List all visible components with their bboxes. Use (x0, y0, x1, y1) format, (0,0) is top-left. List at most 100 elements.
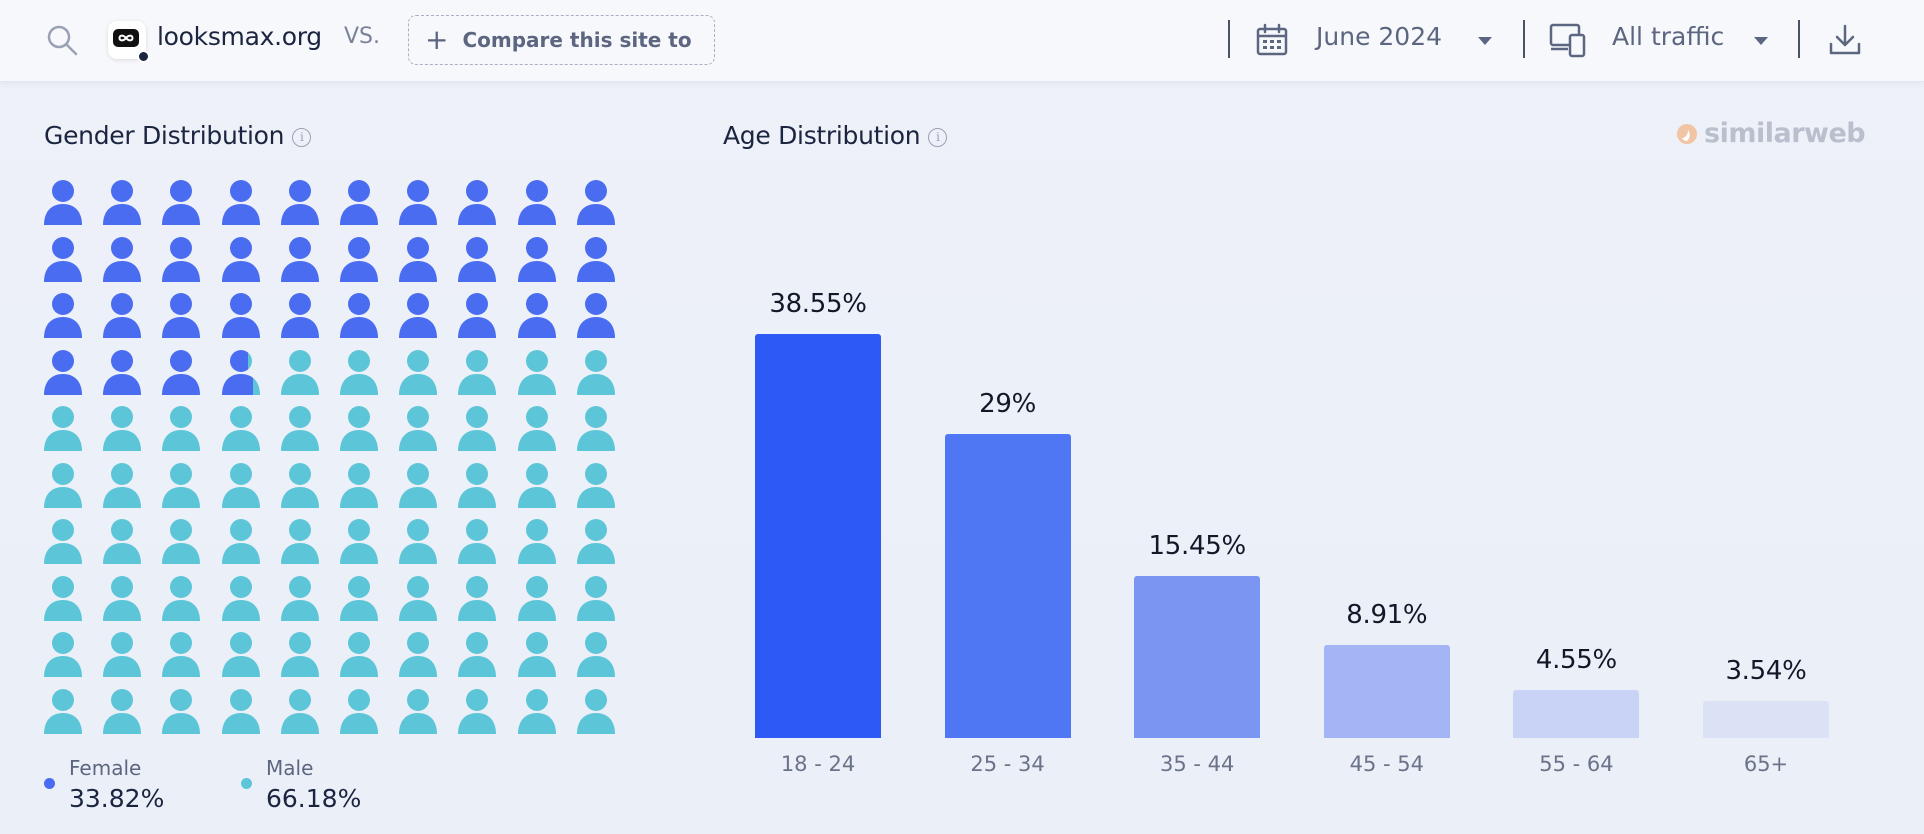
device-icon[interactable] (1548, 21, 1588, 59)
person-icon-female (576, 236, 615, 282)
person-icon-male (399, 632, 438, 677)
person-icon-female (340, 293, 378, 338)
person-icon-female (221, 236, 260, 282)
bar-45-54[interactable] (1323, 644, 1450, 738)
person-icon-female (221, 180, 260, 225)
person-icon-male (576, 632, 615, 677)
person-icon-female (221, 293, 260, 338)
person-icon-female (44, 180, 82, 225)
female-label: Female (69, 756, 142, 780)
person-icon-male (399, 406, 438, 451)
person-icon-male (44, 519, 82, 564)
date-range-select[interactable]: June 2024 (1316, 22, 1443, 51)
gender-distribution-title: Gender Distribution i (44, 121, 312, 150)
person-icon-female (517, 236, 556, 282)
chevron-down-icon[interactable] (1476, 35, 1494, 47)
bar-25-34[interactable] (944, 434, 1071, 738)
divider (1523, 20, 1525, 58)
age-distribution-chart: 38.55% 18 - 24 29% 25 - 34 15.45% 35 - 44 8.91… (700, 270, 1900, 790)
person-icon-male (340, 349, 378, 395)
person-icon-male (103, 406, 142, 451)
person-icon-male (458, 632, 497, 677)
person-icon-male (162, 575, 201, 621)
gender-title-text: Gender Distribution (44, 121, 285, 150)
bar-35-44[interactable] (1134, 576, 1261, 738)
bar-value-label: 8.91% (1346, 599, 1428, 630)
person-icon-male (280, 688, 319, 734)
person-icon-male (458, 688, 497, 734)
person-icon-female (576, 180, 615, 225)
search-icon[interactable] (44, 22, 80, 58)
person-icon-male (221, 519, 260, 564)
male-label: Male (266, 756, 314, 780)
bar-65+[interactable] (1703, 700, 1829, 738)
calendar-icon[interactable] (1254, 22, 1290, 58)
info-icon[interactable]: i (292, 127, 312, 147)
person-icon-male (162, 688, 201, 734)
person-icon-female (458, 293, 497, 338)
person-icon-male (103, 632, 142, 677)
person-icon-male (221, 575, 260, 621)
person-icon-male (576, 519, 615, 564)
age-distribution-title: Age Distribution i (723, 121, 948, 150)
person-icon-male (162, 406, 201, 451)
compare-button-label: Compare this site to (462, 28, 692, 52)
person-icon-male (44, 575, 82, 621)
person-icon-female (103, 180, 142, 225)
person-icon-female (103, 293, 142, 338)
person-icon-male (280, 349, 319, 395)
person-icon-male (576, 349, 615, 395)
male-value: 66.18% (266, 784, 362, 813)
similarweb-logo-icon (1677, 123, 1697, 144)
age-title-text: Age Distribution (723, 121, 921, 150)
compare-site-button[interactable]: + Compare this site to (408, 15, 715, 65)
person-icon-female (340, 180, 378, 225)
bar-category-label: 35 - 44 (1160, 752, 1235, 776)
person-icon-male (162, 632, 201, 677)
person-icon-male (517, 575, 556, 621)
person-icon-male (340, 575, 378, 621)
person-icon-female (576, 293, 615, 338)
bar-category-label: 45 - 54 (1349, 752, 1424, 776)
bar-value-label: 4.55% (1535, 645, 1617, 676)
chevron-down-icon[interactable] (1752, 35, 1770, 47)
person-icon-female (458, 236, 497, 282)
bar-value-label: 38.55% (769, 289, 867, 319)
person-icon-female (280, 236, 319, 282)
bar-category-label: 18 - 24 (780, 752, 856, 776)
bar-18-24[interactable] (755, 334, 881, 738)
bar-category-label: 25 - 34 (970, 752, 1045, 776)
vs-label: VS. (344, 24, 381, 49)
person-icon-male (576, 406, 615, 451)
person-icon-male (280, 632, 319, 677)
bar-value-label: 29% (979, 389, 1037, 420)
person-icon-female (458, 180, 497, 225)
person-icon-female (517, 293, 556, 338)
person-icon-male (280, 462, 319, 508)
person-icon-female (399, 180, 438, 225)
download-icon[interactable] (1828, 22, 1862, 58)
person-icon-male (399, 462, 438, 508)
person-icon-male (221, 632, 260, 677)
person-icon-male (103, 519, 142, 564)
person-icon-male (340, 462, 378, 508)
person-icon-male (517, 688, 556, 734)
top-bar: looksmax.org VS. + Compare this site to … (0, 0, 1924, 82)
info-icon[interactable]: i (928, 127, 948, 147)
person-icon-male (458, 519, 497, 564)
gender-people-grid (42, 178, 622, 738)
person-icon-male (399, 519, 438, 564)
person-icon-male (280, 575, 319, 621)
female-value: 33.82% (69, 784, 165, 813)
bar-category-label: 55 - 64 (1539, 752, 1614, 776)
plus-icon: + (425, 23, 449, 56)
traffic-source-select[interactable]: All traffic (1612, 22, 1725, 51)
divider (1228, 20, 1230, 58)
person-icon-male (517, 519, 556, 564)
person-icon-male (458, 575, 497, 621)
person-icon-male (399, 349, 438, 395)
bar-55-64[interactable] (1513, 690, 1640, 738)
person-icon-split (221, 349, 260, 395)
person-icon-female (280, 180, 319, 225)
site-name[interactable]: looksmax.org (157, 22, 322, 51)
